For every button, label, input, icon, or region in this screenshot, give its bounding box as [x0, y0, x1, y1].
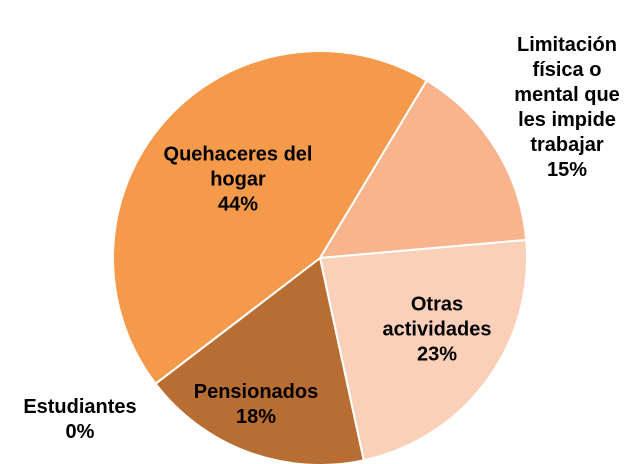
- slice-label: Limitación física o mental que les impid…: [502, 33, 631, 183]
- pie-slice: [318, 238, 528, 462]
- category-name: Quehaceres del hogar: [163, 143, 313, 191]
- value-label: 23%: [416, 343, 458, 366]
- value-label: 15%: [546, 159, 588, 181]
- category-name: Pensionados: [193, 381, 319, 403]
- slice-label: Pensionados 18%: [176, 380, 336, 430]
- pie-slice: [318, 79, 528, 260]
- category-name: Limitación física o mental que les impid…: [514, 34, 620, 156]
- category-name: Otras actividades: [382, 293, 492, 341]
- category-name: Estudiantes: [23, 396, 137, 418]
- value-label: 18%: [235, 406, 277, 428]
- slice-label: Quehaceres del hogar 44%: [158, 143, 318, 218]
- pie-slice: [112, 50, 428, 386]
- slice-label: Otras actividades 23%: [367, 293, 507, 368]
- value-label: 44%: [217, 193, 259, 216]
- value-label: 0%: [65, 421, 95, 443]
- slice-label: Estudiantes 0%: [5, 395, 155, 445]
